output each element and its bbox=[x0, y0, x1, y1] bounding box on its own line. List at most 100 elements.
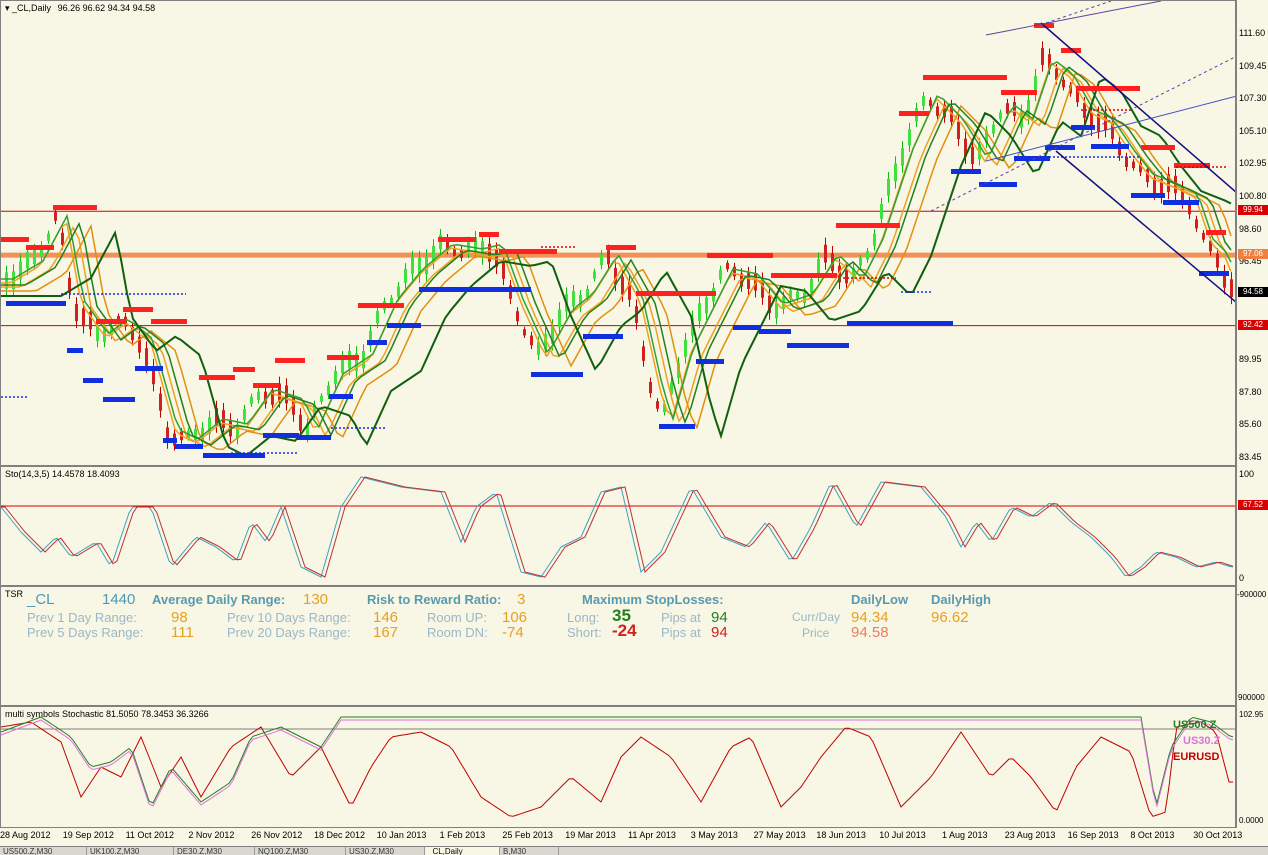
support-bar bbox=[263, 433, 299, 438]
candle-body bbox=[257, 391, 260, 401]
resistance-bar bbox=[151, 319, 187, 324]
candle-body bbox=[852, 267, 855, 280]
candle-body bbox=[838, 265, 841, 283]
tsr-prev10-value: 146 bbox=[373, 609, 399, 626]
resistance-bar bbox=[636, 291, 716, 296]
candle-body bbox=[1041, 48, 1044, 65]
candle-body bbox=[1125, 156, 1128, 168]
candle-body bbox=[845, 268, 848, 284]
support-bar bbox=[696, 359, 724, 364]
multi-scale-bottom: 0.0000 bbox=[1239, 816, 1264, 825]
candle-body bbox=[747, 273, 750, 289]
candle-body bbox=[334, 370, 337, 385]
price-label: 107.30 bbox=[1239, 93, 1267, 104]
ma-green-1 bbox=[1, 61, 1232, 440]
tab-us30[interactable]: US30.Z,M30 bbox=[346, 847, 425, 855]
chart-ohlc: 96.26 96.62 94.34 94.58 bbox=[57, 3, 156, 13]
candle-body bbox=[1223, 271, 1226, 288]
candle-body bbox=[621, 276, 624, 295]
candle-body bbox=[1062, 79, 1065, 88]
resistance-bar bbox=[1, 237, 29, 242]
date-label: 10 Jul 2013 bbox=[879, 830, 926, 840]
candle-body bbox=[1153, 177, 1156, 194]
tsr-daily-low-label: DailyLow bbox=[851, 592, 909, 607]
tsr-indicator-title: TSR bbox=[5, 589, 23, 599]
candle-body bbox=[271, 389, 274, 405]
candle-body bbox=[894, 163, 897, 182]
stochastic-pane[interactable]: Sto(14,3,5) 14.4578 18.4093 bbox=[0, 466, 1236, 586]
candle-body bbox=[523, 329, 526, 336]
stochastic-canvas[interactable] bbox=[1, 467, 1236, 586]
candle-body bbox=[600, 254, 603, 266]
candle-body bbox=[537, 341, 540, 355]
tab-b[interactable]: B,M30 bbox=[500, 847, 559, 855]
candle-body bbox=[628, 281, 631, 300]
price-label: 87.80 bbox=[1239, 386, 1262, 397]
candle-body bbox=[1048, 54, 1051, 69]
candle-body bbox=[341, 357, 344, 374]
candle-body bbox=[376, 310, 379, 324]
candle-body bbox=[369, 330, 372, 346]
candle-body bbox=[558, 309, 561, 328]
candle-body bbox=[887, 178, 890, 196]
tab-uk100[interactable]: UK100.Z,M30 bbox=[87, 847, 174, 855]
multi-stochastic-canvas[interactable] bbox=[1, 707, 1236, 828]
tab-nq100[interactable]: NQ100.Z,M30 bbox=[255, 847, 346, 855]
tsr-prev1-label: Prev 1 Day Range: bbox=[27, 610, 137, 625]
price-label: 100.80 bbox=[1239, 191, 1267, 201]
candle-body bbox=[859, 258, 862, 266]
candle-body bbox=[26, 251, 29, 269]
candle-body bbox=[299, 414, 302, 431]
candle-body bbox=[922, 95, 925, 107]
price-chart-canvas[interactable] bbox=[1, 1, 1236, 466]
ma-fast-2 bbox=[1, 67, 1232, 448]
stochastic-signal-line bbox=[1, 476, 1234, 578]
candle-body bbox=[719, 269, 722, 280]
support-bar bbox=[583, 334, 623, 339]
multi-stochastic-pane[interactable]: multi symbols Stochastic 81.5050 78.3453… bbox=[0, 706, 1236, 828]
resistance-bar bbox=[1141, 145, 1175, 150]
tsr-prev5-value: 111 bbox=[171, 624, 194, 641]
candle-body bbox=[327, 385, 330, 396]
fan-line-2 bbox=[1045, 1, 1112, 24]
support-bar bbox=[6, 301, 66, 306]
support-bar bbox=[175, 444, 203, 449]
resistance-bar bbox=[438, 237, 476, 242]
candle-body bbox=[1202, 232, 1205, 240]
candle-body bbox=[488, 243, 491, 262]
candle-body bbox=[1181, 187, 1184, 203]
tsr-scale[interactable]: -900000 900000 bbox=[1236, 586, 1268, 706]
candle-body bbox=[1188, 201, 1191, 215]
price-label: 85.60 bbox=[1239, 419, 1262, 430]
price-chart-pane[interactable]: ▾ _CL,Daily 96.26 96.62 94.34 94.58 bbox=[0, 0, 1236, 466]
candle-body bbox=[663, 403, 666, 413]
multi-stochastic-scale[interactable]: 102.95 0.0000 bbox=[1236, 706, 1268, 828]
candle-body bbox=[502, 262, 505, 279]
tab-us500[interactable]: US500.Z,M30 bbox=[0, 847, 87, 855]
stochastic-main-line bbox=[1, 476, 1234, 578]
tab-cl-daily[interactable]: _CL,Daily bbox=[425, 847, 500, 855]
candle-body bbox=[1146, 169, 1149, 183]
us30-stochastic-line bbox=[1, 719, 1234, 808]
tsr-msl-label: Maximum StopLosses: bbox=[582, 592, 724, 607]
candle-body bbox=[474, 237, 477, 253]
tsr-room-dn-label: Room DN: bbox=[427, 625, 488, 640]
chart-menu-icon[interactable]: ▾ bbox=[5, 3, 10, 13]
date-label: 1 Aug 2013 bbox=[942, 830, 988, 840]
fan-line-4 bbox=[985, 96, 1235, 162]
candle-body bbox=[971, 146, 974, 165]
price-label: 83.45 bbox=[1239, 451, 1262, 462]
stochastic-scale[interactable]: 100 67.52 0 bbox=[1236, 466, 1268, 586]
tsr-pane[interactable]: TSR _CL 1440 Average Daily Range: 130 Ri… bbox=[0, 586, 1236, 706]
tab-de30[interactable]: DE30.Z,M30 bbox=[174, 847, 255, 855]
resistance-bar bbox=[199, 375, 235, 380]
price-scale[interactable]: 111.60 109.45 107.30 105.10 102.95 100.80 98.6… bbox=[1236, 0, 1268, 466]
candle-body bbox=[516, 311, 519, 322]
candle-body bbox=[726, 262, 729, 270]
us500-stochastic-line bbox=[1, 716, 1234, 805]
resistance-bar bbox=[1061, 48, 1081, 53]
resistance-bar bbox=[899, 111, 929, 116]
candle-body bbox=[908, 129, 911, 146]
resistance-bar bbox=[253, 383, 279, 388]
candle-body bbox=[89, 311, 92, 330]
